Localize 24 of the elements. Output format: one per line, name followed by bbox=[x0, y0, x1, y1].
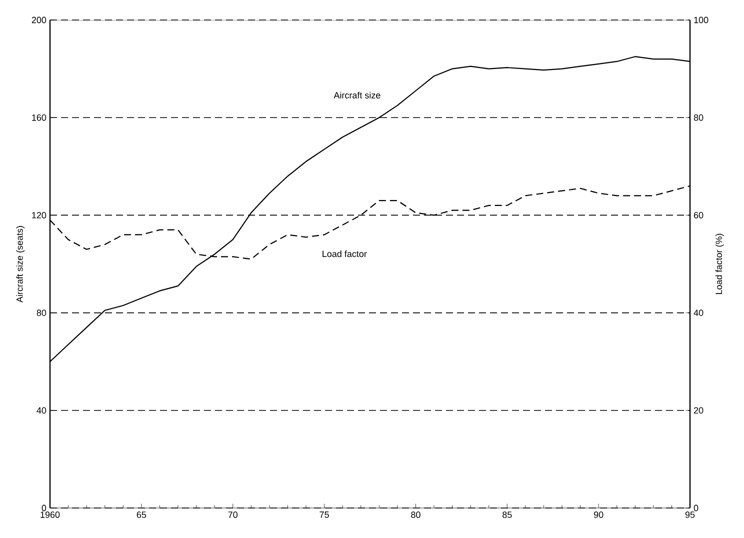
series-label: Aircraft size bbox=[334, 92, 380, 98]
y-tick-label: 0 bbox=[42, 504, 46, 512]
y-tick-label: 40 bbox=[36, 407, 46, 414]
y2-tick-label: 100 bbox=[694, 16, 708, 24]
x-tick-label: 70 bbox=[228, 512, 238, 518]
x-tick-label: 85 bbox=[502, 512, 512, 518]
y-tick-label: 80 bbox=[36, 310, 46, 316]
x-tick-label: 1960 bbox=[40, 512, 60, 518]
y-tick-label: 120 bbox=[32, 212, 46, 218]
y2-tick-label: 80 bbox=[694, 114, 704, 121]
y-axis-title: Aircraft size (seats) bbox=[16, 226, 25, 302]
y-tick-label: 160 bbox=[32, 114, 46, 121]
x-tick-label: 80 bbox=[411, 512, 420, 518]
y2-tick-label: 0 bbox=[694, 504, 698, 512]
x-tick-label: 75 bbox=[320, 512, 329, 518]
x-tick-label: 95 bbox=[685, 512, 695, 518]
y2-tick-label: 60 bbox=[694, 212, 704, 218]
x-tick-label: 90 bbox=[594, 512, 604, 518]
y2-tick-label: 20 bbox=[694, 407, 704, 414]
y2-tick-label: 40 bbox=[694, 310, 704, 316]
series-label: Load factor bbox=[322, 250, 367, 258]
y2-axis-title: Load factor (%) bbox=[715, 234, 724, 294]
x-tick-label: 65 bbox=[136, 512, 146, 518]
y-tick-label: 200 bbox=[32, 16, 46, 24]
